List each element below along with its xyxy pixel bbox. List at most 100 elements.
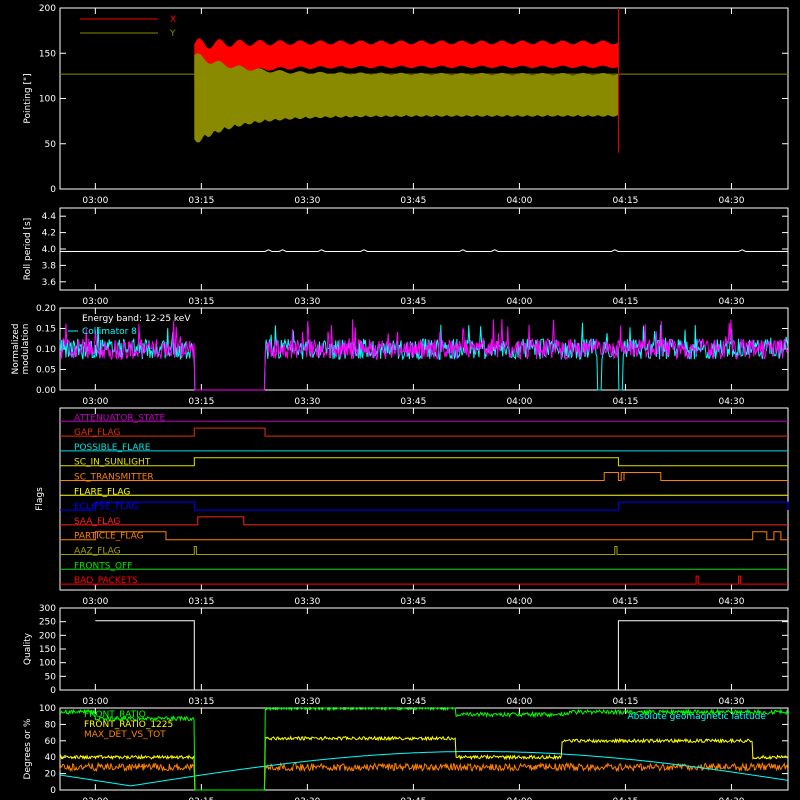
annotation-collimator: Collimator 8: [82, 327, 137, 337]
y-axis-label: Degrees or %: [23, 718, 33, 779]
x-tick-label: 03:30: [294, 297, 320, 307]
x-tick-label: 03:00: [82, 597, 108, 607]
panel-3: 03:00 03:15 03:30 03:45 04:00 04:15 04:30 0.00 0…: [11, 304, 789, 407]
series-quality: [95, 620, 788, 691]
legend-label-latitude: Absolute geomagnetic latitude: [627, 712, 766, 722]
x-tick-label: 04:30: [718, 797, 744, 800]
y-tick-label: 100: [39, 95, 56, 105]
panel-1: 03:00 03:15 03:30 03:45 04:00 04:15 04:30 0 50 10…: [23, 4, 789, 206]
y-tick-label: 0.15: [36, 325, 56, 335]
series-modulation: [60, 319, 789, 391]
flag-label-9: AAZ_FLAG: [74, 546, 121, 556]
y-tick-label: 50: [45, 672, 57, 682]
y-tick-label: 0: [50, 786, 56, 796]
annotation-energy-band: Energy band: 12-25 keV: [82, 314, 191, 324]
y-tick-label: 150: [39, 49, 56, 59]
x-tick-label: 04:15: [612, 797, 638, 800]
y-tick-label: 0.10: [36, 345, 56, 355]
y-tick-label: 100: [39, 659, 56, 669]
x-tick-label: 03:30: [294, 597, 320, 607]
y-tick-label: 4.0: [42, 245, 57, 255]
legend-label-front-ratio: FRONT_RATIO: [84, 710, 146, 720]
x-tick-label: 03:30: [294, 397, 320, 407]
x-tick-label: 03:15: [188, 397, 214, 407]
x-tick-label: 03:15: [188, 196, 214, 206]
flag-line-8: [60, 531, 788, 541]
series-front-ratio-1225: [59, 735, 789, 791]
y-axis-label: Flags: [35, 487, 45, 511]
y-tick-label: 40: [45, 753, 57, 763]
flag-label-0: ATTENUATOR_STATE: [74, 413, 166, 423]
y-axis-label: Normalizedmodulation: [11, 323, 31, 374]
panel-4: 03:00 03:15 03:30 03:45 04:00 04:15 04:30 Flags…: [35, 407, 789, 607]
x-tick-label: 04:15: [612, 196, 638, 206]
series-max-det-vs-tot: [59, 761, 789, 791]
plot-frame: [59, 207, 789, 291]
flag-label-4: SC_TRANSMITTER: [74, 473, 154, 483]
x-tick-label: 03:30: [294, 697, 320, 707]
x-tick-label: 04:30: [718, 697, 744, 707]
x-tick-label: 03:30: [294, 797, 320, 800]
panel-5: 03:00 03:15 03:30 03:45 04:00 04:15 04:30 0 50 10…: [23, 604, 789, 707]
series-roll-period: [60, 249, 788, 252]
panel-6: 03:00 03:15 03:30 03:45 04:00 04:15 04:30 0 20 40…: [23, 704, 789, 800]
flag-line-9: [60, 546, 788, 555]
y-tick-label: 4.4: [42, 212, 57, 222]
flag-line-11: [60, 575, 788, 585]
x-tick-label: 04:00: [506, 196, 532, 206]
x-tick-label: 04:30: [718, 297, 744, 307]
flag-label-11: BAD_PACKETS: [74, 576, 138, 586]
x-tick-label: 03:00: [82, 196, 108, 206]
y-tick-label: 4.2: [42, 229, 56, 239]
flag-label-5: FLARE_FLAG: [74, 487, 130, 497]
y-tick-label: 200: [39, 631, 56, 641]
x-tick-label: 03:00: [82, 697, 108, 707]
x-tick-label: 04:00: [506, 397, 532, 407]
flag-line-3: [60, 457, 788, 467]
x-tick-label: 03:45: [400, 797, 426, 800]
x-tick-label: 04:15: [612, 297, 638, 307]
flag-label-2: POSSIBLE_FLARE: [74, 443, 151, 453]
series-front-ratio: [59, 706, 789, 791]
legend-label-max-det: MAX_DET_VS_TOT: [84, 730, 166, 740]
series-collimator-8: [59, 322, 789, 391]
y-axis-label: Quality: [23, 632, 33, 665]
flag-label-7: SAA_FLAG: [74, 517, 120, 527]
x-tick-label: 03:00: [82, 397, 108, 407]
x-tick-label: 04:00: [506, 597, 532, 607]
x-tick-label: 03:15: [188, 697, 214, 707]
y-tick-label: 250: [39, 618, 56, 628]
flag-line-7: [60, 516, 788, 526]
y-axis-label: Pointing ["]: [23, 73, 33, 123]
x-tick-label: 04:30: [718, 597, 744, 607]
y-tick-label: 80: [45, 720, 57, 730]
legend-label-y: Y: [169, 29, 176, 39]
y-tick-label: 200: [39, 4, 56, 14]
x-tick-label: 04:00: [506, 297, 532, 307]
flag-label-1: GAP_FLAG: [74, 428, 120, 438]
flag-line-1: [60, 427, 788, 437]
x-tick-label: 04:30: [718, 196, 744, 206]
x-tick-label: 04:00: [506, 697, 532, 707]
flag-label-6: ECLIPSE_FLAG: [74, 502, 138, 512]
y-tick-label: 0: [50, 185, 56, 195]
legend-label-front-ratio-1225: FRONT_RATIO_1225: [84, 720, 173, 730]
x-tick-label: 04:15: [612, 697, 638, 707]
x-tick-label: 03:30: [294, 196, 320, 206]
x-tick-label: 04:15: [612, 597, 638, 607]
y-tick-label: 0.05: [36, 366, 56, 376]
y-tick-label: 50: [45, 140, 57, 150]
x-tick-label: 03:00: [82, 297, 108, 307]
x-tick-label: 03:15: [188, 597, 214, 607]
x-tick-label: 03:00: [82, 797, 108, 800]
plot-frame: [59, 407, 789, 591]
x-tick-label: 04:30: [718, 397, 744, 407]
flag-label-3: SC_IN_SUNLIGHT: [74, 458, 151, 468]
x-tick-label: 03:45: [400, 397, 426, 407]
x-tick-label: 03:45: [400, 697, 426, 707]
y-tick-label: 0.20: [36, 304, 56, 314]
x-tick-label: 03:45: [400, 597, 426, 607]
x-tick-label: 04:00: [506, 797, 532, 800]
series-y-band: [194, 53, 619, 143]
